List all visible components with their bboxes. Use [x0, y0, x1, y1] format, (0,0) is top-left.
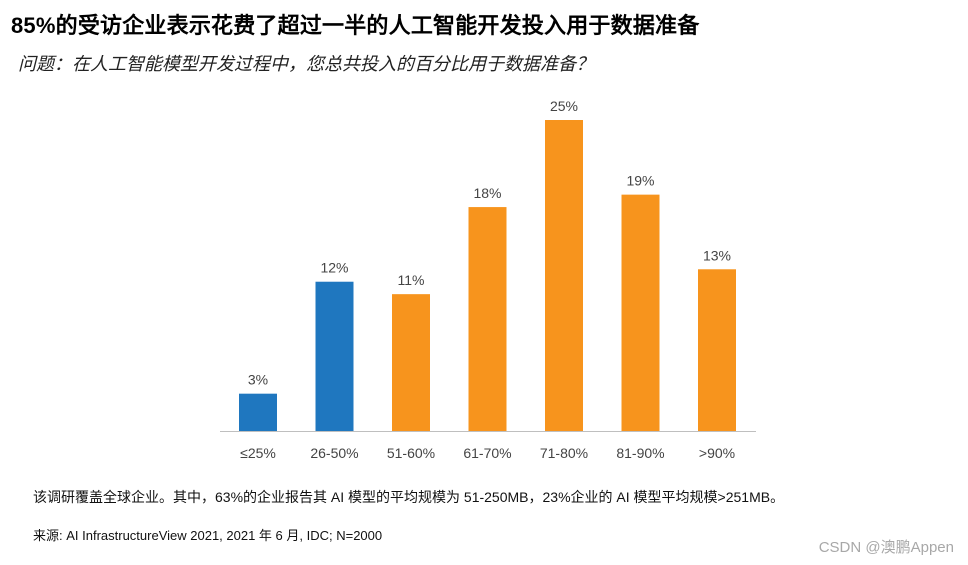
data-label-4: 25%: [550, 98, 578, 114]
x-tick-label-0: ≤25%: [240, 445, 276, 461]
data-label-2: 11%: [398, 272, 425, 288]
bar-3: [468, 207, 507, 431]
data-label-0: 3%: [248, 372, 268, 388]
data-label-6: 13%: [703, 247, 731, 263]
x-tick-label-2: 51-60%: [387, 445, 435, 461]
x-tick-label-3: 61-70%: [463, 445, 511, 461]
x-tick-label-1: 26-50%: [310, 445, 358, 461]
watermark: CSDN @澳鹏Appen: [818, 539, 954, 556]
bar-1: [315, 281, 354, 431]
bar-0: [239, 393, 277, 431]
bar-2: [392, 294, 430, 431]
x-tick-label-4: 71-80%: [540, 445, 588, 461]
x-tick-label-5: 81-90%: [616, 445, 664, 461]
bar-5: [621, 194, 660, 431]
bar-4: [545, 120, 583, 431]
data-label-1: 12%: [320, 260, 348, 276]
x-tick-label-6: >90%: [699, 445, 735, 461]
footnote: 该调研覆盖全球企业。其中，63%的企业报告其 AI 模型的平均规模为 51-25…: [33, 489, 785, 505]
chart-subtitle: 问题：在人工智能模型开发过程中，您总共投入的百分比用于数据准备？: [18, 54, 594, 74]
source-citation: 来源: AI InfrastructureView 2021, 2021 年 6…: [33, 528, 383, 543]
data-label-5: 19%: [626, 173, 654, 189]
data-label-3: 18%: [473, 185, 501, 201]
chart-title: 85%的受访企业表示花费了超过一半的人工智能开发投入用于数据准备: [11, 13, 700, 38]
bar-6: [698, 269, 736, 431]
